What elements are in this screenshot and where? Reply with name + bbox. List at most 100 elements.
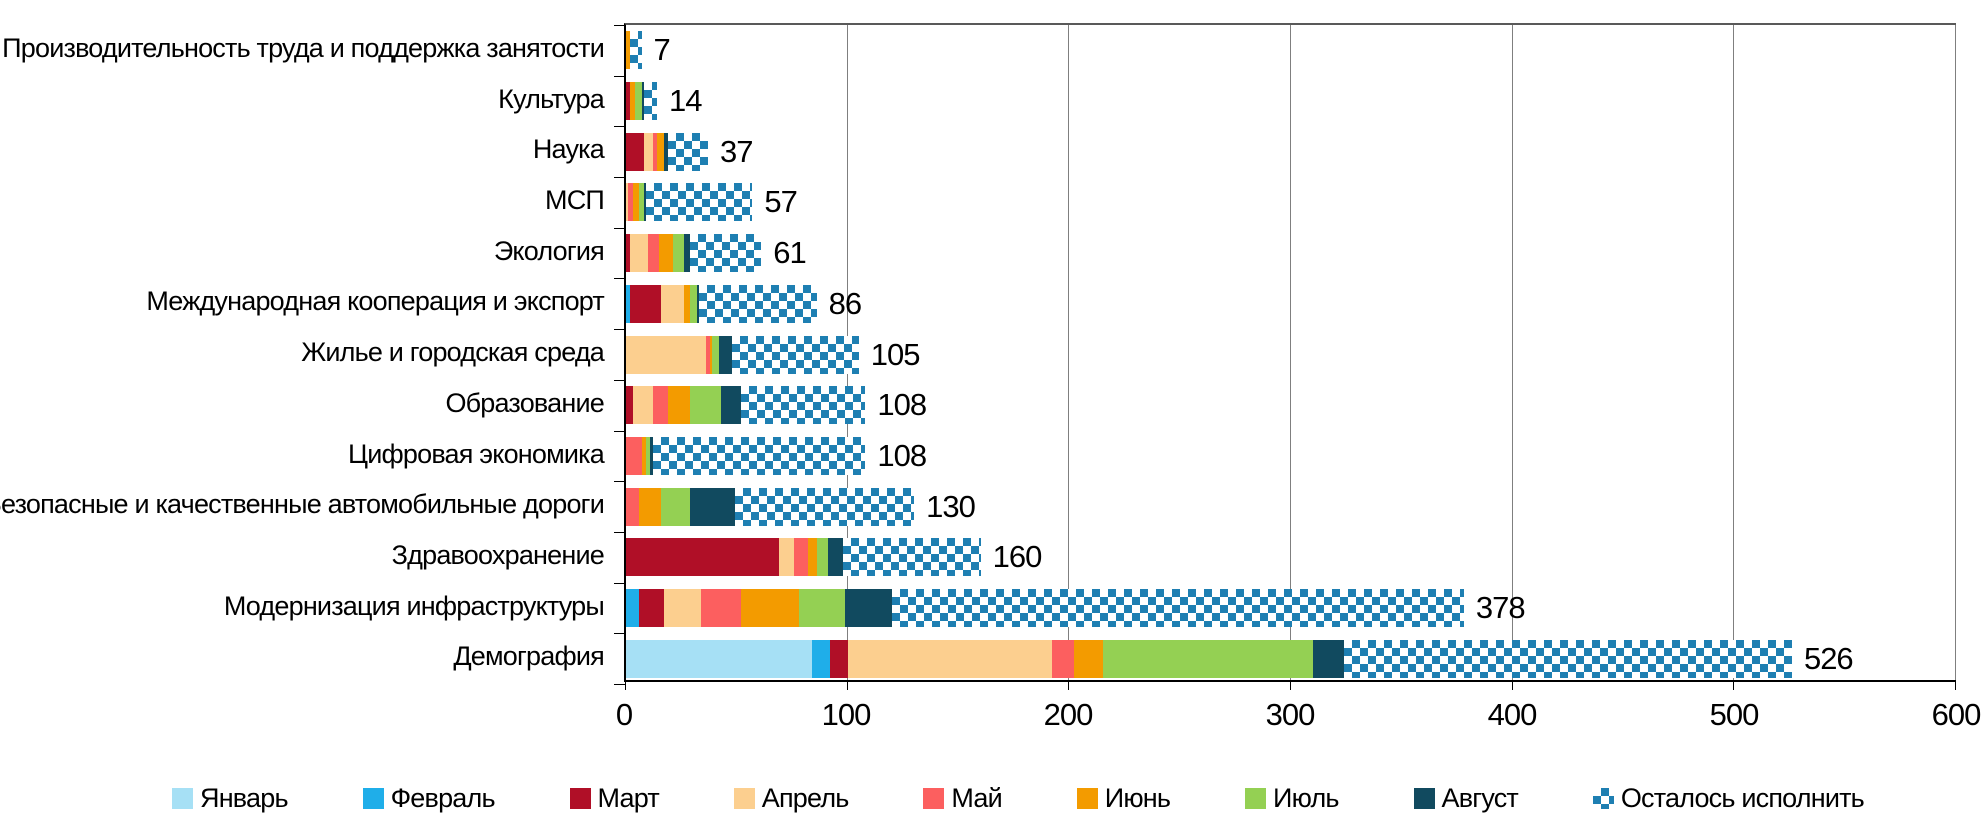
bar-segment-month-4	[661, 285, 684, 323]
bar-segment-month-3	[626, 234, 631, 272]
bar-segment-month-4	[630, 234, 649, 272]
bar-row: 105	[626, 336, 1956, 374]
bar-segment-remaining	[741, 386, 866, 424]
bar-segment-month-5	[652, 133, 658, 171]
bar-segment-month-5	[652, 386, 669, 424]
bar-total-label: 108	[877, 438, 927, 473]
bar-total-label: 7	[653, 32, 671, 67]
category-label: Производительность труда и поддержка зан…	[2, 32, 605, 63]
bar-segment-month-3	[626, 538, 779, 576]
x-axis-tick-label: 100	[821, 697, 872, 732]
category-label: Модернизация инфраструктуры	[223, 590, 605, 621]
bar-row: 160	[626, 538, 1956, 576]
bar-total-label: 130	[926, 489, 976, 524]
bar-segment-month-8	[690, 488, 735, 526]
bar-segment-month-4	[626, 336, 706, 374]
category-label: Здравоохранение	[391, 539, 605, 570]
legend-swatch-icon	[1245, 787, 1266, 809]
legend-swatch-icon	[569, 787, 591, 809]
bar-total-label: 86	[828, 286, 862, 321]
bar-segment-month-5	[1051, 640, 1074, 678]
bar-segment-month-5	[794, 538, 808, 576]
bar-segment-remaining	[652, 437, 866, 475]
x-axis-tick	[1511, 682, 1513, 690]
x-axis-tick-label: 300	[1265, 697, 1316, 732]
category-label: Цифровая экономика	[348, 438, 605, 469]
bar-row: 108	[626, 386, 1956, 424]
legend-swatch-icon	[172, 787, 193, 809]
bar-segment-month-4	[632, 386, 653, 424]
bar-segment-month-3	[829, 640, 848, 678]
y-axis-tick	[614, 633, 626, 634]
legend-label: Осталось исполнить	[1620, 782, 1865, 813]
category-label: Экология	[493, 235, 605, 266]
legend-swatch-icon	[733, 787, 755, 809]
x-axis-tick	[625, 682, 626, 690]
bar-segment-month-8	[683, 234, 691, 272]
y-axis-tick	[614, 684, 626, 685]
bar-segment-remaining	[732, 336, 859, 374]
category-label: МСП	[545, 184, 605, 215]
y-axis-tick	[614, 583, 626, 584]
x-axis-tick-label: 400	[1487, 697, 1538, 732]
y-axis-tick	[614, 431, 626, 432]
bar-segment-remaining	[645, 183, 753, 221]
bar-segment-month-3	[626, 82, 631, 120]
bar-segment-remaining	[630, 31, 642, 69]
legend-item-3: Март	[569, 783, 660, 814]
category-label: Жилье и городская среда	[301, 336, 605, 367]
y-axis-tick	[614, 228, 626, 229]
bar-segment-month-8	[845, 589, 892, 627]
bar-segment-month-2	[626, 589, 640, 627]
category-label: Наука	[532, 133, 605, 164]
legend-swatch-icon	[1076, 787, 1098, 809]
bar-segment-month-7	[672, 234, 684, 272]
x-axis-tick	[1068, 682, 1070, 690]
category-label: Образование	[445, 387, 604, 418]
y-axis-tick	[614, 532, 626, 533]
bar-segment-remaining	[668, 133, 708, 171]
bar-segment-month-5	[701, 589, 742, 627]
bar-segment-month-7	[798, 589, 846, 627]
bar-row: 37	[626, 133, 1956, 171]
legend-item-1: Январь	[172, 783, 289, 814]
y-axis-tick	[614, 177, 626, 178]
legend-label: Май	[951, 782, 1002, 813]
bar-total-label: 378	[1475, 590, 1526, 625]
legend-label: Июнь	[1104, 782, 1171, 813]
bar-segment-month-1	[626, 640, 813, 678]
legend-item-5: Май	[923, 782, 1003, 814]
bar-total-label: 14	[669, 83, 702, 118]
y-axis-tick	[614, 329, 626, 330]
x-axis-tick	[1733, 682, 1735, 690]
bar-segment-month-2	[626, 285, 631, 323]
plot-gridline	[1733, 25, 1735, 680]
bar-row: 61	[626, 234, 1956, 272]
category-label: Международная кооперация и экспорт	[146, 285, 604, 316]
bar-segment-month-6	[1073, 640, 1103, 678]
bar-segment-month-6	[710, 336, 713, 374]
bar-row: 108	[626, 437, 1956, 475]
bar-segment-month-7	[816, 538, 828, 576]
bar-row: 130	[626, 488, 1956, 526]
bar-segment-remaining	[892, 589, 1464, 627]
legend-item-4: Апрель	[733, 783, 849, 814]
bar-segment-month-3	[639, 589, 664, 627]
legend-item-2: Февраль	[362, 783, 496, 814]
legend-swatch-icon	[1413, 787, 1435, 809]
bar-segment-month-5	[626, 437, 642, 475]
bar-segment-month-6	[626, 31, 631, 69]
bar-segment-month-8	[650, 437, 653, 475]
bar-segment-month-2	[812, 640, 830, 678]
bar-segment-month-6	[659, 234, 673, 272]
bar-segment-month-7	[690, 386, 722, 424]
legend-swatch-icon	[362, 787, 384, 809]
bar-segment-month-5	[628, 183, 633, 221]
bar-total-label: 57	[764, 184, 797, 219]
y-axis-tick	[614, 126, 626, 127]
bar-segment-month-6	[807, 538, 817, 576]
x-axis-tick	[1290, 682, 1291, 690]
x-axis-tick-label: 0	[615, 697, 633, 732]
plot-gridline	[1290, 25, 1291, 680]
